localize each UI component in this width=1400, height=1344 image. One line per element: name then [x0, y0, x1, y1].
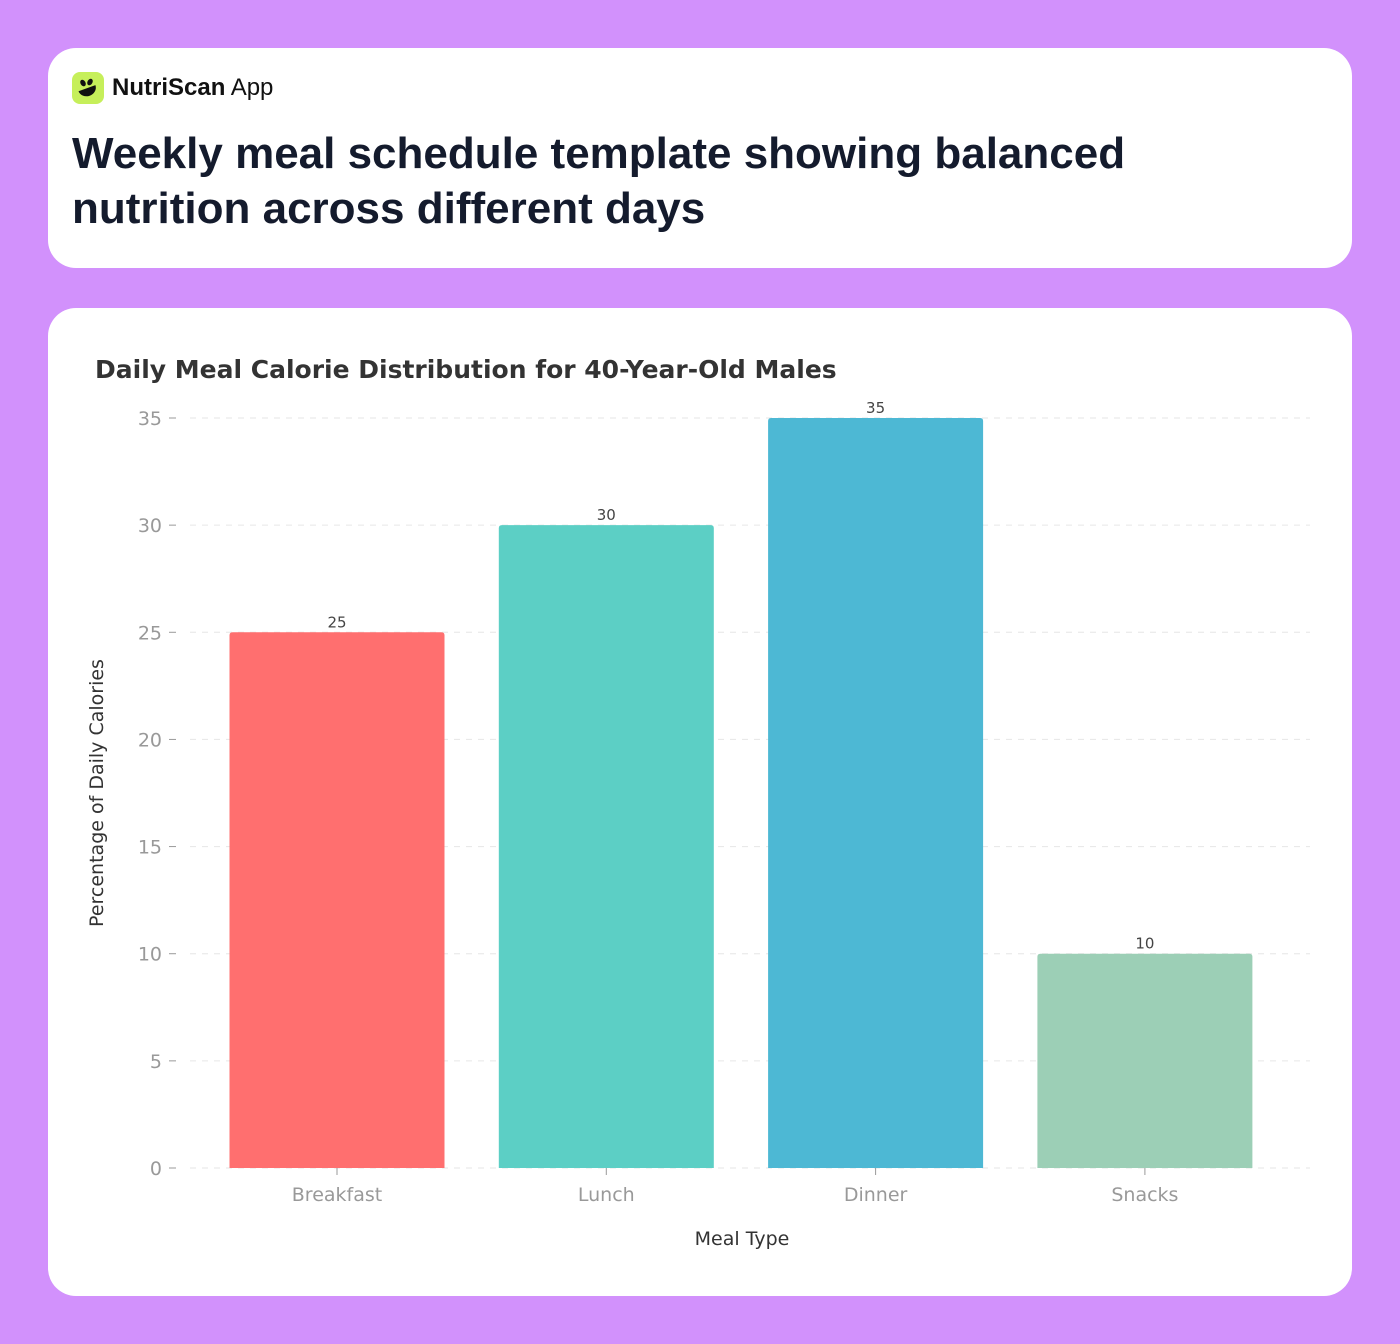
y-tick-label: 30	[138, 515, 162, 537]
header-card: NutriScan App Weekly meal schedule templ…	[48, 48, 1352, 268]
x-tick-label: Snacks	[1111, 1184, 1178, 1206]
chart-title: Daily Meal Calorie Distribution for 40-Y…	[95, 355, 837, 384]
y-tick-label: 0	[150, 1158, 162, 1180]
y-tick-label: 35	[138, 408, 162, 430]
x-tick-label: Lunch	[578, 1184, 635, 1206]
y-tick-label: 10	[138, 944, 162, 966]
y-tick-label: 25	[138, 622, 162, 644]
data-label: 10	[1135, 935, 1154, 953]
y-tick-label: 5	[150, 1051, 162, 1073]
bar-snacks	[1037, 953, 1253, 1168]
data-label: 25	[327, 613, 346, 631]
page-title: Weekly meal schedule template showing ba…	[72, 129, 1126, 233]
bar-lunch	[498, 525, 714, 1168]
x-axis-label: Meal Type	[695, 1228, 790, 1250]
brand: NutriScan App	[72, 72, 273, 104]
x-tick-label: Breakfast	[292, 1184, 382, 1206]
bar-breakfast	[229, 632, 445, 1168]
bowl-leaf-icon	[72, 72, 104, 104]
y-axis-label: Percentage of Daily Calories	[86, 659, 108, 927]
data-label: 30	[597, 506, 616, 524]
data-label: 35	[866, 399, 885, 417]
bar-dinner	[768, 418, 984, 1168]
y-tick-label: 20	[138, 729, 162, 751]
y-tick-label: 15	[138, 837, 162, 859]
x-tick-label: Dinner	[844, 1184, 908, 1206]
brand-name: NutriScan App	[112, 74, 274, 101]
